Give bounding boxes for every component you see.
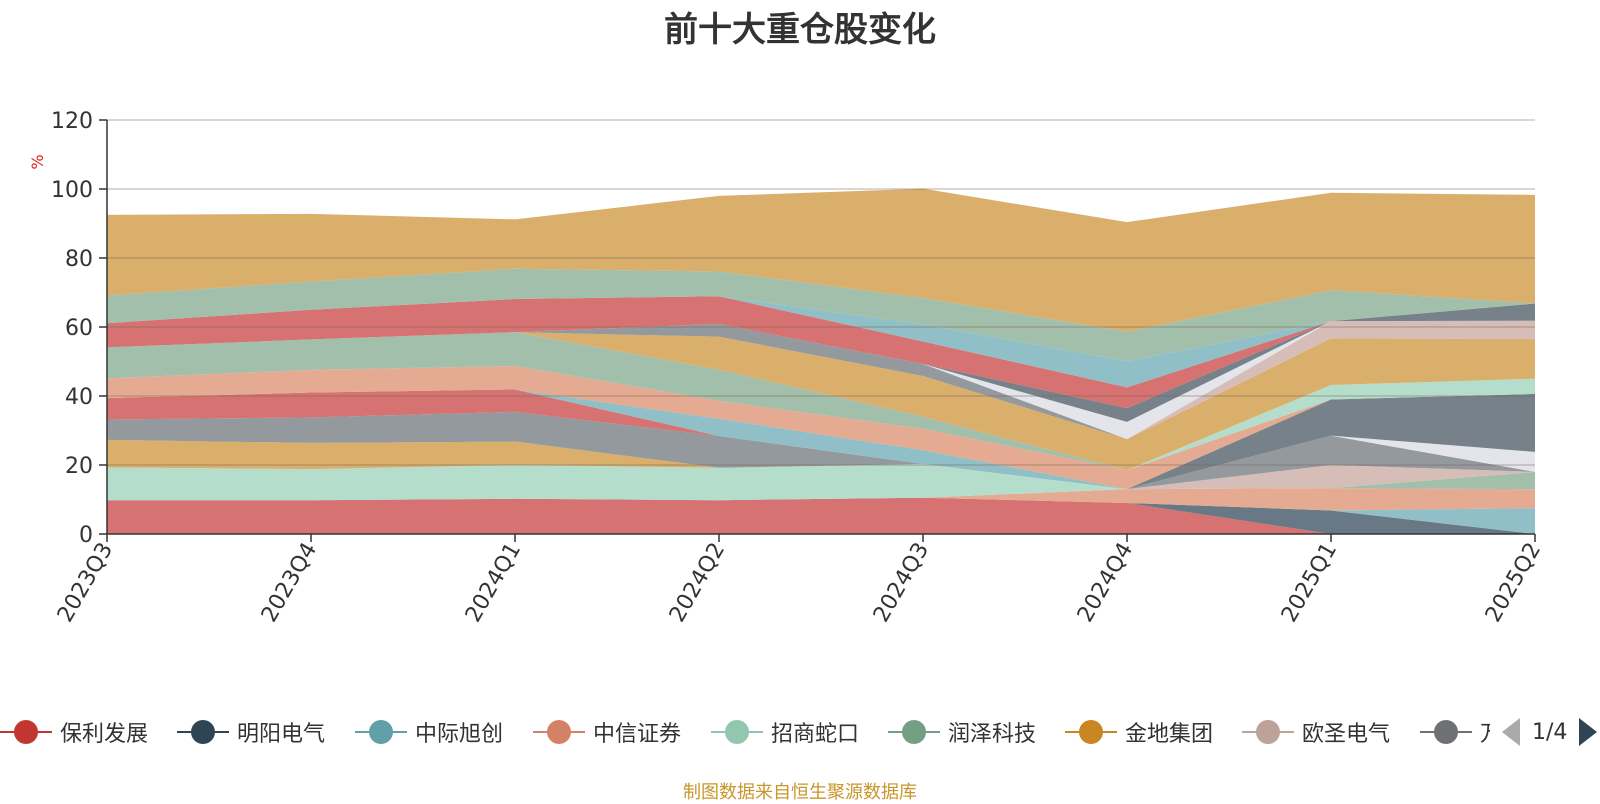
y-tick-label-0: 0 bbox=[79, 523, 93, 548]
y-tick-label-80: 80 bbox=[65, 247, 93, 272]
legend-marker-icon bbox=[1420, 712, 1472, 752]
area-series-23 bbox=[107, 268, 1535, 362]
x-tick-label-2024Q1: 2024Q1 bbox=[461, 539, 526, 627]
y-tick-label-40: 40 bbox=[65, 385, 93, 410]
legend-marker-icon bbox=[0, 712, 52, 752]
area-series-1 bbox=[107, 497, 1535, 534]
y-tick-label-120: 120 bbox=[51, 109, 93, 134]
y-tick-label-60: 60 bbox=[65, 316, 93, 341]
area-series-15 bbox=[107, 332, 1535, 471]
legend-page-indicator: 1/4 bbox=[1532, 719, 1568, 745]
legend-label: 招商蛇口 bbox=[771, 722, 860, 747]
legend-marker-icon bbox=[1242, 712, 1294, 752]
legend-marker-icon bbox=[177, 712, 229, 752]
area-series-12 bbox=[107, 389, 1535, 490]
legend-pager: 1/4 bbox=[1500, 712, 1600, 752]
legend: 保利发展 明阳电气 中际旭创 中信证券 招商蛇口 润泽科技 金地集团 欧圣电气 万科A 1/4 bbox=[0, 712, 1600, 752]
x-tick-label-2023Q4: 2023Q4 bbox=[257, 539, 322, 627]
legend-next-page-icon[interactable] bbox=[1579, 718, 1598, 746]
legend-label: 中信证券 bbox=[593, 722, 682, 747]
area-series-4 bbox=[107, 463, 1535, 501]
gridlines bbox=[107, 119, 1535, 466]
series-areas bbox=[107, 188, 1535, 534]
area-series-24 bbox=[107, 188, 1535, 332]
legend-item-5[interactable]: 润泽科技 bbox=[888, 712, 1036, 752]
x-tick-label-2024Q3: 2024Q3 bbox=[869, 539, 934, 627]
legend-item-6[interactable]: 金地集团 bbox=[1065, 712, 1213, 752]
chart-title: 前十大重仓股变化 bbox=[664, 10, 936, 50]
legend-marker-icon bbox=[888, 712, 940, 752]
legend-label: 金地集团 bbox=[1125, 722, 1214, 747]
legend-marker-icon bbox=[711, 712, 763, 752]
legend-item-7[interactable]: 欧圣电气 bbox=[1242, 712, 1390, 752]
legend-label: 明阳电气 bbox=[237, 722, 326, 747]
area-series-11 bbox=[107, 389, 1535, 490]
legend-label: 保利发展 bbox=[60, 722, 149, 747]
x-tick-label-2023Q3: 2023Q3 bbox=[53, 539, 118, 627]
legend-item-2[interactable]: 中际旭创 bbox=[355, 712, 503, 752]
area-series-8 bbox=[107, 411, 1535, 490]
legend-item-1[interactable]: 明阳电气 bbox=[177, 712, 325, 752]
source-note: 制图数据来自恒生聚源数据库 bbox=[683, 782, 917, 803]
area-series-18 bbox=[107, 320, 1535, 440]
legend-label: 万科A bbox=[1480, 716, 1490, 748]
legend-item-0[interactable]: 保利发展 bbox=[0, 712, 148, 752]
area-series-3 bbox=[107, 488, 1535, 511]
x-tick-label-2024Q2: 2024Q2 bbox=[665, 539, 730, 627]
area-series-13 bbox=[107, 365, 1535, 490]
y-tick-label-20: 20 bbox=[65, 454, 93, 479]
legend-prev-page-icon[interactable] bbox=[1502, 718, 1520, 746]
area-series-5 bbox=[107, 463, 1535, 490]
y-axis-unit-label: % bbox=[28, 154, 47, 169]
legend-marker-icon bbox=[1065, 712, 1117, 752]
area-series-21 bbox=[107, 296, 1535, 409]
area-series-17 bbox=[107, 320, 1535, 440]
x-tick-label-2024Q4: 2024Q4 bbox=[1073, 539, 1138, 627]
x-tick-label-2025Q2: 2025Q2 bbox=[1481, 539, 1546, 627]
area-series-10 bbox=[107, 393, 1535, 490]
legend-item-8[interactable]: 万科A bbox=[1420, 712, 1490, 752]
area-series-22 bbox=[107, 296, 1535, 388]
legend-label: 润泽科技 bbox=[948, 722, 1037, 747]
legend-item-4[interactable]: 招商蛇口 bbox=[711, 712, 859, 752]
legend-marker-icon bbox=[355, 712, 407, 752]
legend-label: 欧圣电气 bbox=[1302, 722, 1391, 747]
chart-plot-area: 0 20 40 60 80 100 120% 2023Q3 2023Q4 2024Q1 2024Q2… bbox=[28, 109, 1546, 627]
x-tick-label-2025Q1: 2025Q1 bbox=[1277, 539, 1342, 627]
legend-viewport: 保利发展 明阳电气 中际旭创 中信证券 招商蛇口 润泽科技 金地集团 欧圣电气 万科A bbox=[0, 712, 1490, 752]
area-series-0 bbox=[107, 497, 1535, 534]
legend-marker-icon bbox=[533, 712, 585, 752]
area-series-16 bbox=[107, 332, 1535, 471]
legend-item-3[interactable]: 中信证券 bbox=[533, 712, 681, 752]
area-series-6 bbox=[107, 439, 1535, 490]
area-series-20 bbox=[107, 303, 1535, 422]
area-series-19 bbox=[107, 320, 1535, 440]
y-tick-label-100: 100 bbox=[51, 178, 93, 203]
legend-label: 中际旭创 bbox=[415, 722, 504, 747]
